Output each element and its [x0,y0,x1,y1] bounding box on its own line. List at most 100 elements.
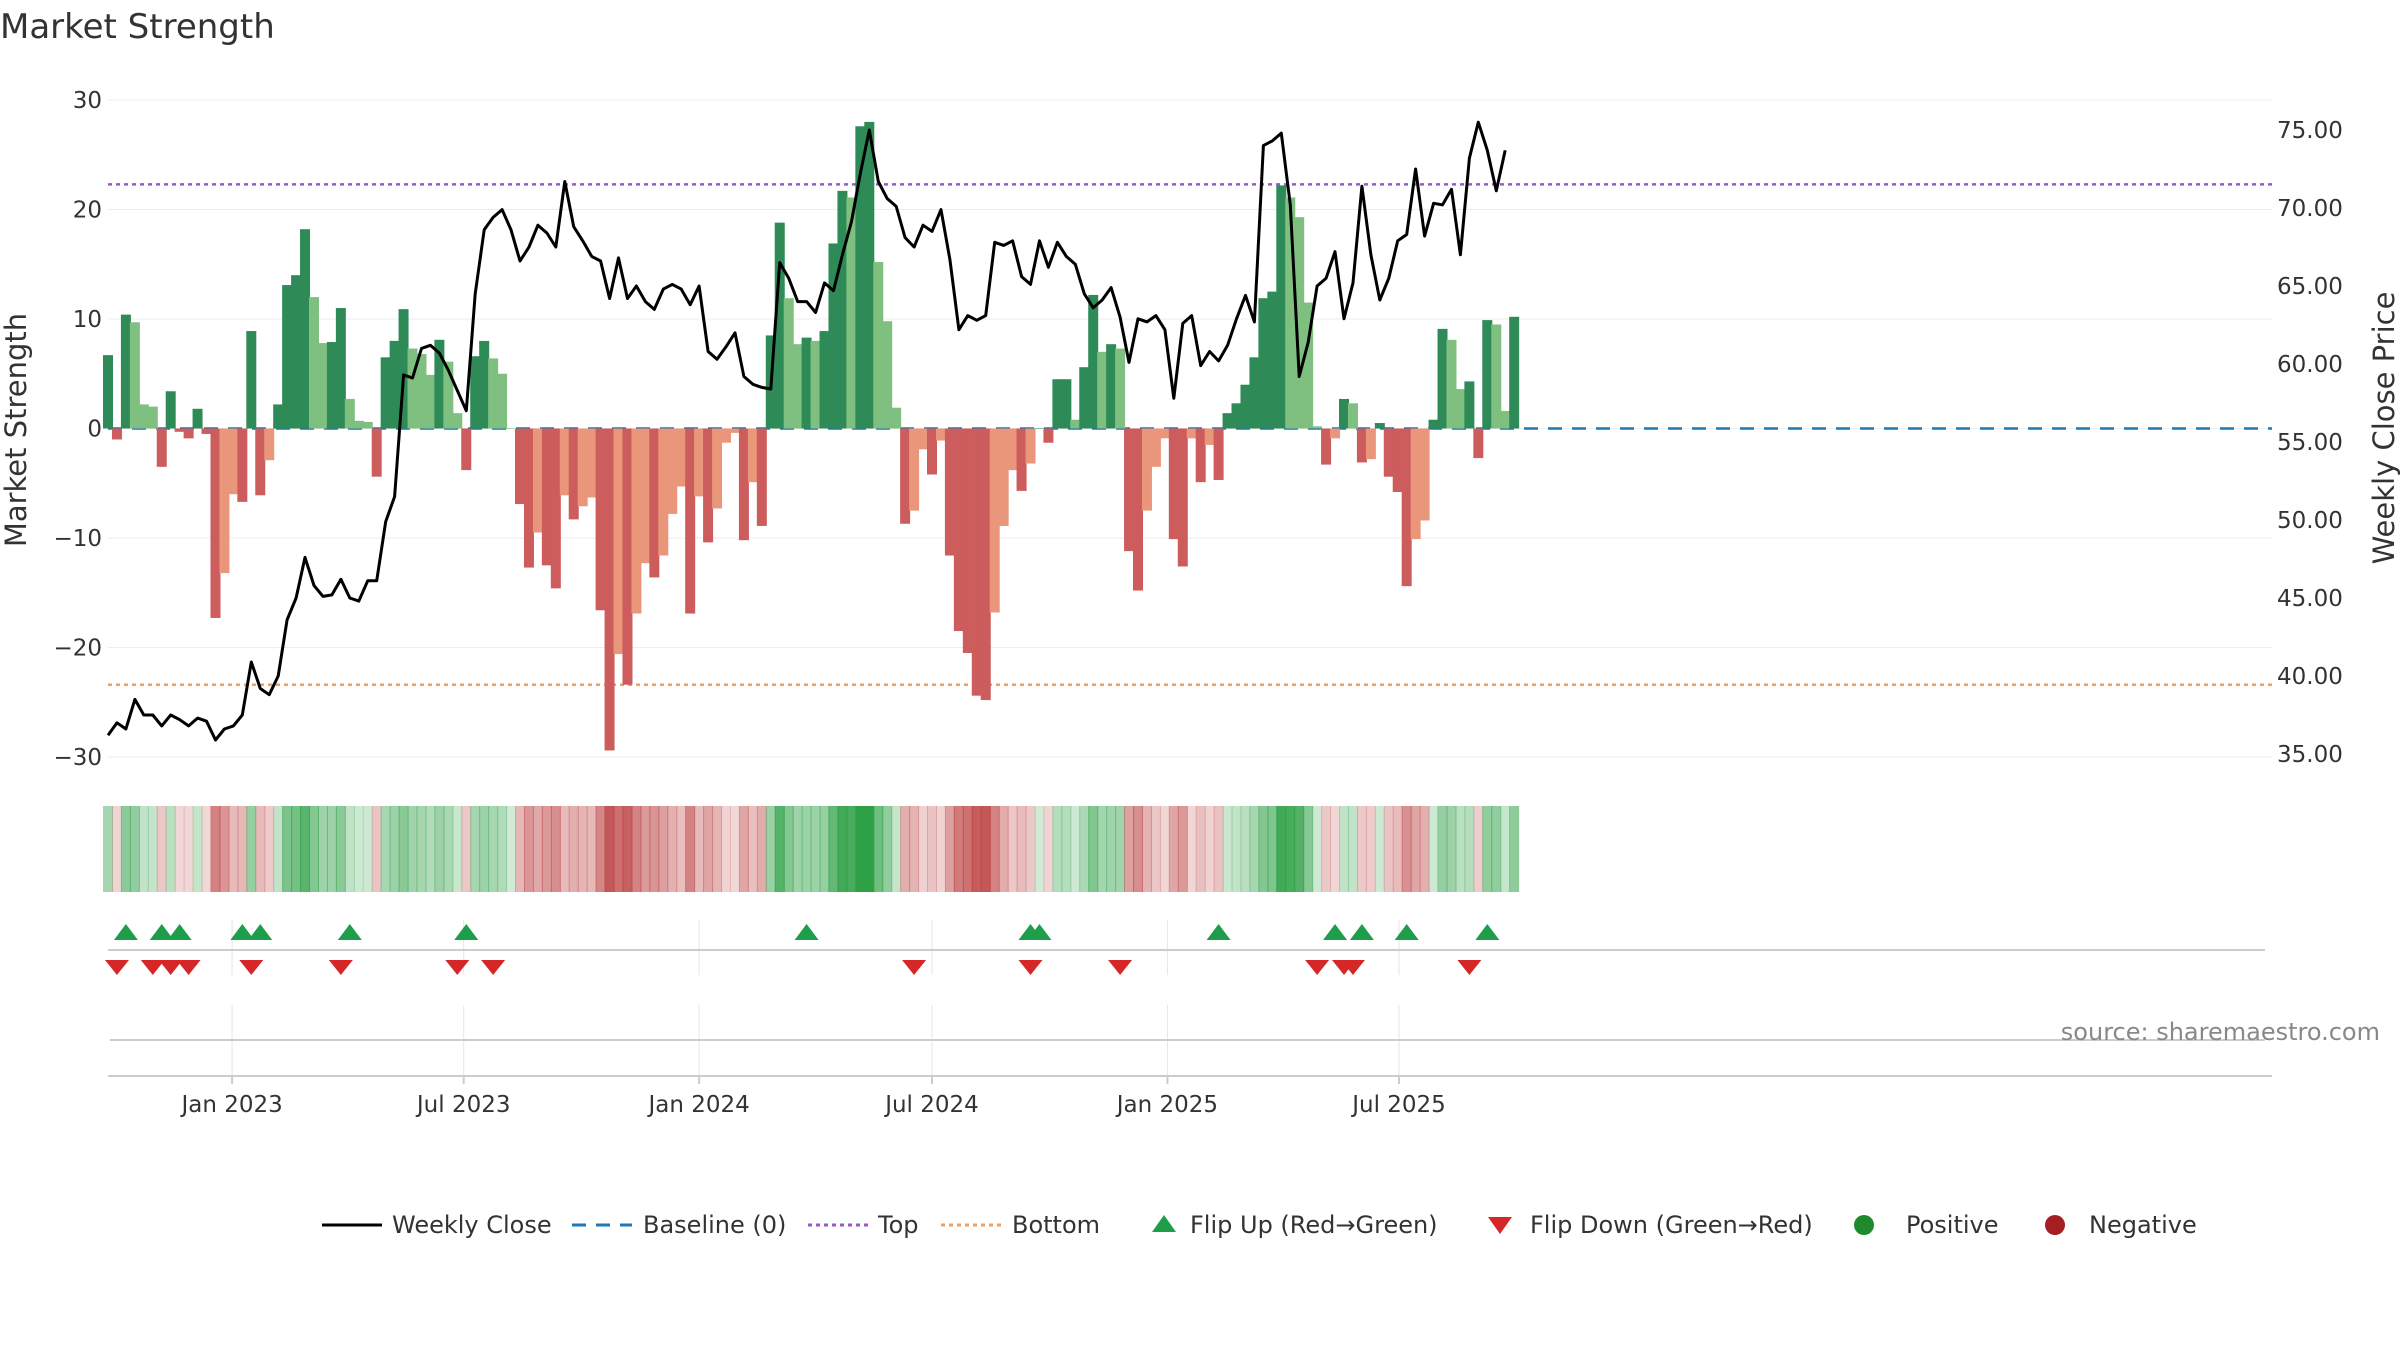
flip-down-marker [104,960,129,975]
strength-bar [461,428,472,471]
strip-cell [792,806,803,892]
strength-bar [756,428,767,526]
strength-bar [255,428,266,496]
strength-bar [362,421,373,429]
strength-bar [300,229,311,429]
strip-cell [434,806,445,892]
strength-bar [1464,381,1475,429]
strength-bar [1419,428,1430,521]
strip-cell [1195,806,1206,892]
strength-bar [210,428,221,618]
flip-down-marker [140,960,165,975]
strip-cell [1491,806,1502,892]
strip-cell [613,806,624,892]
flip-down-marker [1340,960,1365,975]
legend: Weekly Close Baseline (0) Top Bottom Flip Up… [322,1211,2197,1239]
strip-cell [1455,806,1466,892]
strength-bar [425,374,436,429]
strength-bar [685,428,696,614]
strip-cell [1509,806,1520,892]
strength-bar [506,428,517,429]
strip-cell [532,806,543,892]
legend-swatch [2045,1215,2065,1235]
strip-cell [1070,806,1081,892]
strength-heat-strip [103,806,1520,892]
strip-cell [882,806,893,892]
strip-cell [1428,806,1439,892]
weekly-close-series [106,120,1507,742]
strip-cell [1482,806,1493,892]
strength-bar [738,428,749,541]
strength-bar [774,222,785,429]
strength-bar [918,428,929,450]
strip-cell [1222,806,1233,892]
strength-bar [712,428,723,509]
strip-cell [595,806,606,892]
strip-cell [308,806,319,892]
flip-down-marker [1457,960,1482,975]
strength-bar [389,340,400,429]
strength-bar [1365,428,1376,460]
strip-cell [1168,806,1179,892]
strength-bar [291,275,302,429]
left-axis-title: Market Strength [0,313,33,547]
strip-cell [568,806,579,892]
left-tick-label: 0 [87,417,102,443]
strength-bar [201,428,212,434]
strip-cell [926,806,937,892]
strength-bar [103,355,113,429]
strip-cell [1276,806,1287,892]
strip-cell [156,806,167,892]
strip-cell [756,806,767,892]
strip-cell [1249,806,1260,892]
strip-cell [1419,806,1430,892]
strength-bar [416,354,427,429]
strip-cell [174,806,185,892]
strip-cell [1079,806,1090,892]
strength-bar [998,428,1009,526]
strength-bar [1347,403,1358,429]
flip-down-marker [1305,960,1330,975]
legend-label: Flip Up (Red→Green) [1190,1211,1438,1239]
strength-bar [900,428,911,524]
strength-bar [1177,428,1188,567]
strength-bar [1491,324,1502,429]
strength-bar [1276,185,1287,429]
strip-cell [1401,806,1412,892]
strip-cell [1052,806,1063,892]
strength-bar [1509,316,1520,429]
left-tick-label: 20 [73,198,102,224]
strip-cell [103,806,113,892]
strip-cell [900,806,911,892]
strength-bar [1312,426,1323,429]
x-tick-label: Jul 2023 [415,1092,511,1118]
strip-cell [1312,806,1323,892]
strength-bar [541,428,552,566]
legend-label: Top [877,1211,919,1239]
strip-cell [998,806,1009,892]
strip-cell [371,806,382,892]
flip-down-marker [176,960,201,975]
right-tick-label: 75.00 [2277,118,2343,144]
strength-bar [935,428,946,441]
strength-bar [622,428,633,685]
strength-bar [819,331,830,429]
strip-cell [326,806,337,892]
strip-cell [1186,806,1197,892]
strength-bar [980,428,991,701]
strength-bar [1473,428,1484,459]
strip-cell [1115,806,1126,892]
strength-bar [1303,302,1314,429]
flip-up-marker [1394,924,1419,940]
right-tick-label: 45.00 [2277,586,2343,612]
flip-up-marker [167,924,192,940]
strip-cell [1383,806,1394,892]
strip-cell [452,806,463,892]
strength-bar [1115,348,1126,429]
strength-bar [1168,428,1179,540]
strength-bar [676,428,687,487]
strength-bar [1410,428,1421,540]
legend-label: Weekly Close [392,1211,552,1239]
left-tick-label: −20 [53,636,102,662]
